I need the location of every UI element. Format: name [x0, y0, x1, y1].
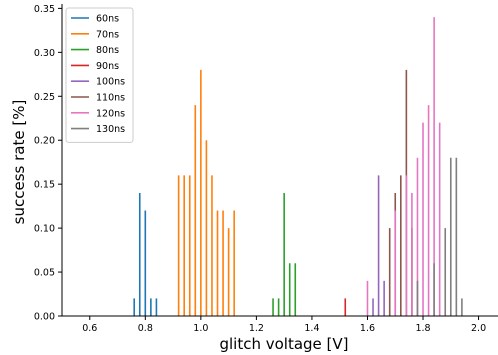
y-tick-label-4: 0.20: [34, 136, 55, 147]
x-tick-label-2: 1.0: [193, 323, 208, 334]
legend-label-130ns: 130ns: [96, 124, 125, 135]
legend-box: [65, 7, 134, 143]
x-tick-label-7: 2.0: [471, 323, 486, 334]
legend-label-120ns: 120ns: [96, 108, 125, 119]
x-tick-label-4: 1.4: [304, 323, 319, 334]
legend-label-90ns: 90ns: [96, 61, 119, 72]
y-tick-label-1: 0.05: [34, 268, 55, 279]
x-tick-label-1: 0.8: [138, 323, 153, 334]
y-tick-label-0: 0.00: [34, 312, 55, 323]
y-axis-title: success rate [%]: [10, 100, 28, 225]
x-tick-label-3: 1.2: [249, 323, 264, 334]
bar-marks: [133, 17, 463, 316]
legend-label-60ns: 60ns: [96, 14, 119, 25]
legend: 60ns 70ns 80ns 90ns 100ns 110ns 120ns 130ns: [65, 7, 134, 143]
x-tick-label-5: 1.6: [360, 323, 375, 334]
axes: 0.6 0.8 1.0 1.2 1.4 1.6 1.8 2.0 0.00 0.05 0.10 0.15…: [34, 4, 498, 334]
legend-label-110ns: 110ns: [96, 93, 125, 104]
legend-label-100ns: 100ns: [96, 77, 125, 88]
y-tick-label-2: 0.10: [34, 224, 55, 235]
x-tick-label-6: 1.8: [415, 323, 430, 334]
y-tick-label-3: 0.15: [34, 180, 55, 191]
legend-label-70ns: 70ns: [96, 29, 119, 40]
x-axis-title: glitch voltage [V]: [219, 335, 348, 353]
y-tick-label-7: 0.35: [34, 4, 55, 15]
y-tick-label-6: 0.30: [34, 48, 55, 59]
x-tick-label-0: 0.6: [82, 323, 97, 334]
legend-label-80ns: 80ns: [96, 45, 119, 56]
y-tick-label-5: 0.25: [34, 92, 55, 103]
